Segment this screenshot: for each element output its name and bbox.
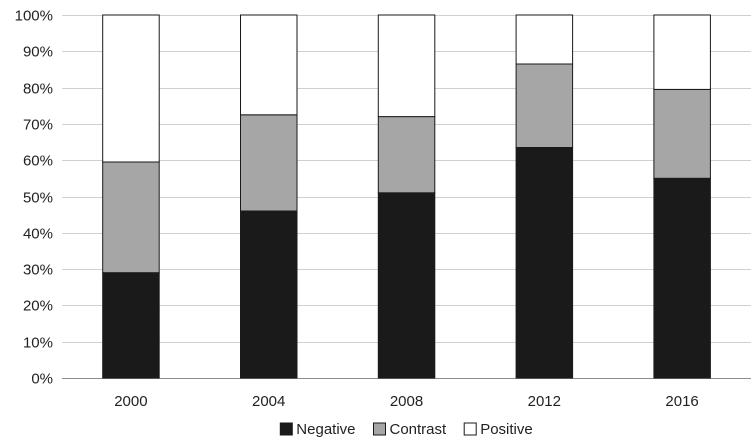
y-tick-label: 20% [23,298,53,315]
y-tick-label: 50% [23,190,53,207]
x-tick-label: 2004 [252,393,285,410]
legend-swatch-positive [463,422,477,436]
legend-swatch-contrast [373,422,386,436]
bar-segment-positive [653,14,711,90]
bar-segment-contrast [377,116,436,194]
y-tick-label: 100% [15,8,53,25]
bar-segment-negative [515,147,574,379]
bar-segment-contrast [240,114,298,212]
y-tick-label: 10% [23,335,53,352]
bar-segment-positive [240,14,298,116]
bar-segment-negative [653,177,711,379]
y-tick-label: 0% [31,371,53,388]
y-tick-label: 30% [23,262,53,279]
bar-segment-contrast [653,88,711,179]
legend-label-negative: Negative [296,421,355,438]
x-tick-label: 2012 [528,393,561,410]
legend-label-positive: Positive [480,421,533,438]
x-tick-label: 2016 [665,393,698,410]
bar-segment-contrast [515,63,574,148]
y-tick-label: 40% [23,226,53,243]
bar-segment-negative [102,272,160,379]
bar-segment-contrast [102,161,160,274]
y-axis-tick-labels: 0% 10% 20% 30% 40% 50% 60% 70% 80% 90% 100% [15,8,53,388]
y-tick-label: 60% [23,153,53,170]
x-tick-label: 2008 [390,393,423,410]
y-tick-label: 70% [23,117,53,134]
bar-segment-positive [377,14,436,118]
bar-segment-positive [515,14,574,65]
bars [102,14,711,379]
y-tick-label: 80% [23,81,53,98]
bar-segment-negative [377,192,436,379]
y-tick-label: 90% [23,44,53,61]
legend-swatch-negative [279,422,293,436]
bar-segment-positive [102,14,160,163]
x-tick-label: 2000 [114,393,147,410]
bar-segment-negative [240,210,298,379]
x-axis-tick-labels: 2000 2004 2008 2012 2016 [114,393,699,410]
legend-label-contrast: Contrast [390,421,448,438]
legend: Negative Contrast Positive [279,421,533,438]
